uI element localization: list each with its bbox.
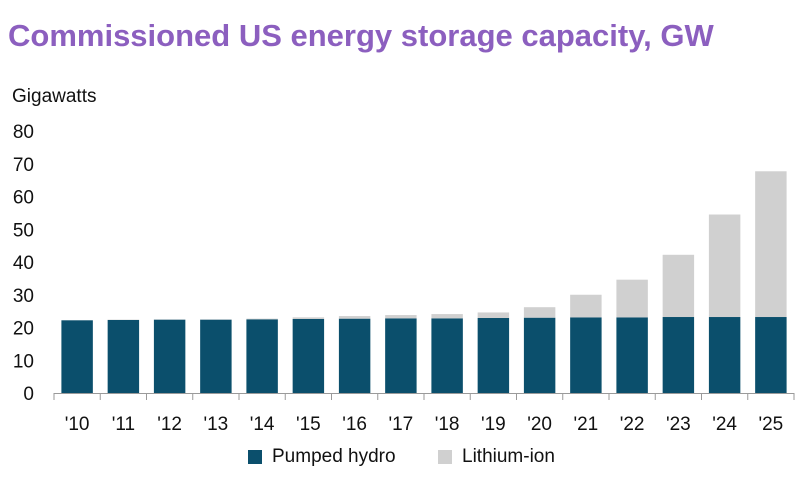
x-tick-label-12: '22: [620, 414, 645, 435]
x-tick-label-11: '21: [573, 414, 598, 435]
bar-lithium-ion-4: [246, 318, 278, 320]
bar-pumped-hydro-5: [292, 318, 325, 393]
bar-lithium-ion-14: [708, 214, 741, 318]
bar-lithium-ion-15: [755, 171, 787, 318]
chart-title: Commissioned US energy storage capacity,…: [8, 18, 714, 53]
bar-lithium-ion-10: [523, 307, 556, 318]
bar-pumped-hydro-0: [61, 320, 93, 393]
x-tick-label-5: '15: [296, 414, 321, 435]
bar-pumped-hydro-4: [246, 319, 278, 393]
x-tick-label-0: '10: [65, 414, 90, 435]
bar-pumped-hydro-2: [153, 319, 186, 393]
bar-lithium-ion-6: [338, 316, 371, 319]
x-tick-label-6: '16: [342, 414, 367, 435]
y-tick-label-60: 60: [13, 188, 34, 209]
bar-pumped-hydro-6: [338, 318, 371, 393]
legend-item-lithium-ion: Lithium-ion: [438, 446, 555, 468]
bar-pumped-hydro-1: [107, 319, 140, 393]
y-tick-label-0: 0: [23, 384, 34, 405]
y-tick-label-40: 40: [13, 253, 34, 274]
bar-lithium-ion-13: [662, 254, 695, 318]
bar-lithium-ion-12: [616, 279, 648, 318]
x-tick-label-2: '12: [157, 414, 182, 435]
bar-pumped-hydro-13: [662, 317, 695, 393]
y-tick-label-10: 10: [13, 351, 34, 372]
x-tick-label-8: '18: [435, 414, 460, 435]
bar-lithium-ion-8: [431, 314, 463, 319]
x-tick-label-4: '14: [250, 414, 275, 435]
y-tick-label-20: 20: [13, 319, 34, 340]
legend-label-lithium-ion: Lithium-ion: [462, 446, 555, 467]
bar-lithium-ion-9: [477, 312, 510, 319]
bar-pumped-hydro-12: [616, 317, 648, 393]
bar-pumped-hydro-11: [570, 317, 602, 393]
bar-pumped-hydro-15: [755, 317, 787, 393]
x-tick-label-1: '11: [112, 414, 135, 435]
legend-item-pumped-hydro: Pumped hydro: [248, 446, 396, 468]
x-tick-label-9: '19: [481, 414, 506, 435]
bar-pumped-hydro-8: [431, 318, 463, 393]
legend-swatch-lithium-ion: [438, 450, 452, 464]
bar-lithium-ion-11: [570, 294, 602, 318]
x-tick-label-10: '20: [527, 414, 552, 435]
bar-lithium-ion-7: [385, 315, 417, 319]
legend-swatch-pumped-hydro: [248, 450, 262, 464]
x-tick-label-15: '25: [758, 414, 783, 435]
bar-pumped-hydro-10: [523, 317, 556, 393]
x-tick-label-14: '24: [712, 414, 737, 435]
y-axis-label: Gigawatts: [12, 86, 97, 107]
legend-label-pumped-hydro: Pumped hydro: [272, 446, 396, 467]
x-tick-label-7: '17: [388, 414, 413, 435]
legend: Pumped hydro Lithium-ion: [0, 446, 800, 474]
y-tick-label-80: 80: [13, 122, 34, 143]
bar-pumped-hydro-7: [385, 318, 417, 393]
bar-pumped-hydro-3: [200, 319, 232, 393]
x-tick-label-3: '13: [203, 414, 228, 435]
x-tick-label-13: '23: [666, 414, 691, 435]
y-tick-label-30: 30: [13, 286, 34, 307]
y-tick-label-70: 70: [13, 155, 34, 176]
y-tick-label-50: 50: [13, 220, 34, 241]
bar-pumped-hydro-9: [477, 318, 510, 393]
bar-pumped-hydro-14: [708, 317, 741, 393]
bar-lithium-ion-5: [292, 317, 325, 319]
